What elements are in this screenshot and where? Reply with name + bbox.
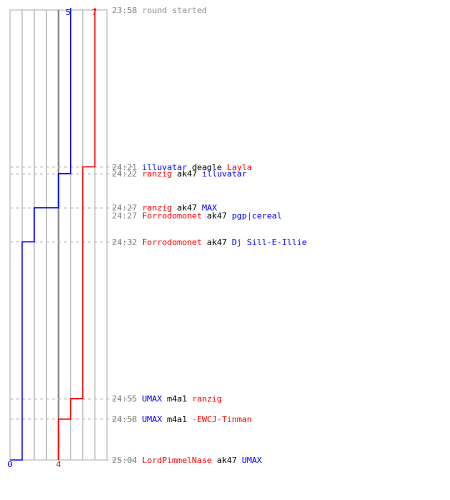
event-weapon: ak47 — [202, 211, 232, 221]
event-killer: illuvatar — [142, 162, 187, 172]
event-victim: Dj Sill-E-Illie — [232, 237, 307, 247]
blue-end-count: 0 — [8, 459, 13, 469]
event-line: 23:58 round started — [112, 5, 207, 15]
event-weapon: ak47 — [212, 455, 242, 465]
event-text: 24:22 ranzig ak47 illuvatar — [112, 169, 247, 179]
event-time: 23:58 — [112, 5, 137, 15]
red-start-count: 7 — [92, 7, 97, 17]
event-weapon: ak47 — [202, 237, 232, 247]
event-killer: UMAX — [142, 414, 162, 424]
event-weapon: m4a1 — [162, 414, 192, 424]
red-end-count: 4 — [56, 459, 61, 469]
event-text: 24:55 UMAX m4a1 ranzig — [112, 394, 222, 404]
event-text: 24:27 ranzig ak47 MAX — [112, 203, 217, 213]
event-killer: LordPimmelNase — [142, 455, 212, 465]
event-victim: UMAX — [242, 455, 262, 465]
blue-team-line — [10, 8, 72, 461]
event-line: 25:04 LordPimmelNase ak47 UMAX — [112, 455, 262, 465]
event-text: 24:32 Forrodomonet ak47 Dj Sill-E-Illie — [112, 237, 307, 247]
event-time: 25:04 — [112, 455, 137, 465]
event-line: 24:27 Forrodomonet ak47 pgp|cereal — [112, 211, 282, 221]
event-text: 25:04 LordPimmelNase ak47 UMAX — [112, 455, 262, 465]
event-text: 24:58 UMAX m4a1 -EWCJ-Tinman — [112, 414, 252, 424]
event-killer: UMAX — [142, 394, 162, 404]
event-time: 24:58 — [112, 414, 137, 424]
event-info: round started — [142, 5, 207, 15]
event-killer: Forrodomonet — [142, 237, 202, 247]
event-time: 24:27 — [112, 203, 137, 213]
event-text: 23:58 round started — [112, 5, 207, 15]
event-weapon: ak47 — [172, 169, 202, 179]
event-killer: Forrodomonet — [142, 211, 202, 221]
event-line: 24:21 illuvatar deagle Layla — [112, 162, 252, 172]
event-line: 24:55 UMAX m4a1 ranzig — [112, 394, 222, 404]
blue-start-count: 5 — [66, 7, 71, 17]
event-text: 24:21 illuvatar deagle Layla — [112, 162, 252, 172]
event-victim: ranzig — [192, 394, 222, 404]
event-victim: -EWCJ-Tinman — [192, 414, 252, 424]
event-line: 24:58 UMAX m4a1 -EWCJ-Tinman — [112, 414, 252, 424]
event-victim: Layla — [227, 162, 252, 172]
event-time: 24:22 — [112, 169, 137, 179]
event-victim: MAX — [202, 203, 217, 213]
event-weapon: m4a1 — [162, 394, 192, 404]
event-time: 24:32 — [112, 237, 137, 247]
red-team-line — [57, 8, 96, 460]
event-time: 24:55 — [112, 394, 137, 404]
event-killer: ranzig — [142, 203, 172, 213]
event-line: 24:32 Forrodomonet ak47 Dj Sill-E-Illie — [112, 237, 307, 247]
event-time: 24:21 — [112, 162, 137, 172]
event-victim: pgp|cereal — [232, 211, 282, 221]
event-line: 24:22 ranzig ak47 illuvatar — [112, 169, 247, 179]
event-time: 24:27 — [112, 211, 137, 221]
event-text: 24:27 Forrodomonet ak47 pgp|cereal — [112, 211, 282, 221]
event-weapon: deagle — [187, 162, 227, 172]
event-victim: illuvatar — [202, 169, 247, 179]
event-killer: ranzig — [142, 169, 172, 179]
event-weapon: ak47 — [172, 203, 202, 213]
event-line: 24:27 ranzig ak47 MAX — [112, 203, 217, 213]
